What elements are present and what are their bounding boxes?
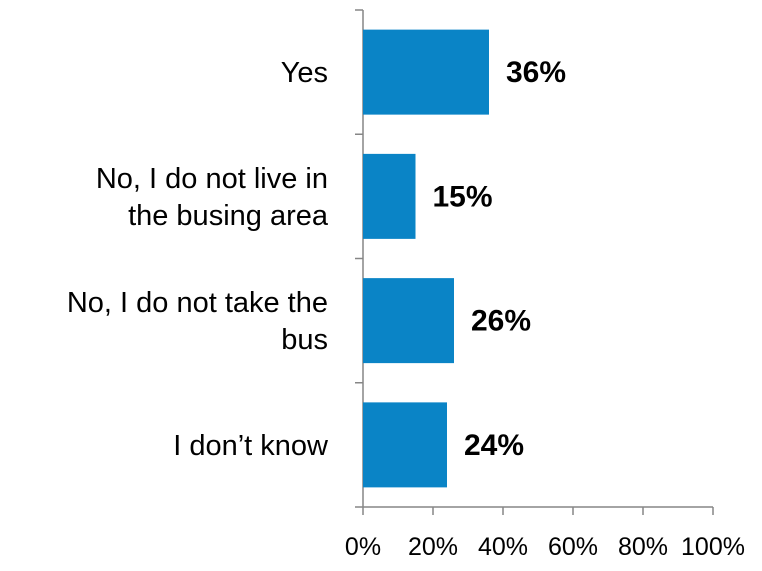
category-label: I don’t know: [173, 430, 329, 462]
x-tick-label: 100%: [681, 533, 745, 561]
category-label-line: No, I do not take the: [67, 287, 328, 319]
category-label-line: the busing area: [128, 200, 329, 232]
category-label-line: bus: [281, 324, 328, 356]
category-label-line: Yes: [281, 57, 328, 89]
data-labels: 36% 15% 26% 24%: [433, 56, 567, 462]
data-label: 24%: [464, 429, 524, 462]
data-label: 36%: [506, 56, 566, 89]
category-label-line: I don’t know: [173, 430, 329, 462]
x-tick-label: 20%: [408, 533, 458, 561]
x-tick-label: 80%: [618, 533, 668, 561]
data-label: 15%: [433, 180, 493, 213]
category-label: Yes: [281, 57, 328, 89]
category-label-line: No, I do not live in: [96, 163, 328, 195]
category-label: No, I do not take the bus: [67, 287, 328, 356]
category-label: No, I do not live in the busing area: [96, 163, 329, 232]
bar: [363, 29, 489, 115]
bar: [363, 153, 416, 239]
bar: [363, 402, 447, 488]
chart-bars: [363, 29, 489, 488]
x-tick-label: 60%: [548, 533, 598, 561]
bar: [363, 278, 454, 364]
data-label: 26%: [471, 305, 531, 338]
x-tick-label: 40%: [478, 533, 528, 561]
x-axis-ticks: 0% 20% 40% 60% 80% 100%: [345, 507, 745, 561]
x-tick-label: 0%: [345, 533, 381, 561]
